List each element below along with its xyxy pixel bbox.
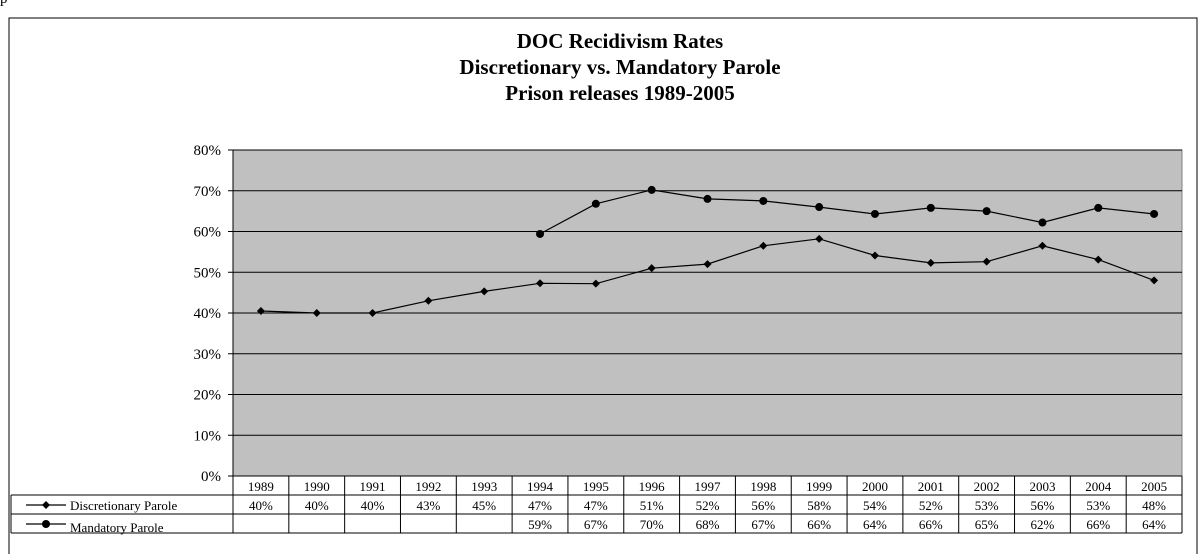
y-tick-label: 80%	[194, 143, 222, 159]
data-label: 47%	[584, 498, 608, 513]
data-point-circle	[759, 196, 768, 205]
x-tick-label: 2003	[1029, 479, 1055, 494]
data-label: 47%	[528, 498, 552, 513]
y-tick-label: 0%	[201, 469, 221, 485]
data-label: 66%	[919, 517, 943, 532]
data-label: 64%	[1142, 517, 1166, 532]
data-point-diamond	[982, 257, 991, 266]
gridlines	[233, 149, 1182, 436]
data-label: 59%	[528, 517, 552, 532]
x-tick-label: 1993	[471, 479, 497, 494]
y-tick-label: 30%	[194, 347, 222, 363]
x-tick-label: 2004	[1085, 479, 1112, 494]
x-tick-label: 1998	[750, 479, 776, 494]
data-label: 52%	[919, 498, 943, 513]
data-label: 53%	[975, 498, 999, 513]
data-point-diamond	[759, 241, 768, 250]
data-point-circle	[1094, 203, 1103, 212]
x-tick-label: 1997	[695, 479, 722, 494]
data-label: 48%	[1142, 498, 1166, 513]
y-tick-label: 10%	[194, 428, 222, 444]
legend-label: Discretionary Parole	[70, 498, 177, 513]
data-label: 66%	[1086, 517, 1110, 532]
data-label: 62%	[1031, 517, 1055, 532]
data-label: 66%	[807, 517, 831, 532]
data-point-circle	[647, 185, 656, 194]
series-line-mandatory	[539, 189, 1155, 235]
y-tick-label: 70%	[194, 184, 222, 200]
y-tick-label: 40%	[194, 306, 222, 322]
data-point-diamond	[1150, 276, 1159, 285]
x-tick-label: 1991	[360, 479, 386, 494]
top-text-fragment: p	[0, 0, 8, 7]
data-point-diamond	[368, 309, 377, 317]
data-label: 52%	[696, 498, 720, 513]
data-point-diamond	[815, 234, 824, 243]
data-point-circle	[536, 229, 545, 238]
data-point-circle	[1038, 218, 1047, 227]
data-label: 40%	[249, 498, 273, 513]
data-point-circle	[703, 194, 712, 203]
data-point-diamond	[480, 287, 489, 296]
data-label: 54%	[863, 498, 887, 513]
data-point-circle	[870, 209, 879, 218]
data-point-diamond	[591, 279, 600, 288]
x-tick-label: 2002	[974, 479, 1000, 494]
data-point-diamond	[1094, 255, 1103, 264]
x-tick-label: 2005	[1141, 479, 1167, 494]
chart-title-line: Prison releases 1989-2005	[505, 81, 734, 105]
data-label: 56%	[751, 498, 775, 513]
legend-circle-marker	[42, 520, 50, 528]
x-tick-label: 1995	[583, 479, 609, 494]
data-point-diamond	[256, 306, 265, 315]
data-point-diamond	[647, 264, 656, 273]
data-label: 53%	[1086, 498, 1110, 513]
data-label: 67%	[751, 517, 775, 532]
x-tick-label: 2000	[862, 479, 888, 494]
x-tick-label: 1996	[639, 479, 666, 494]
data-point-diamond	[1038, 241, 1047, 250]
x-tick-label: 1999	[806, 479, 832, 494]
y-tick-label: 50%	[194, 265, 222, 281]
y-tick-label: 60%	[194, 225, 222, 241]
data-label: 65%	[975, 517, 999, 532]
y-tick-label: 20%	[194, 388, 222, 404]
data-label: 51%	[640, 498, 664, 513]
data-label: 43%	[416, 498, 440, 513]
data-label: 67%	[584, 517, 608, 532]
legend-diamond-marker	[42, 501, 50, 509]
data-point-diamond	[536, 279, 545, 288]
data-label: 40%	[305, 498, 329, 513]
x-tick-label: 2001	[918, 479, 944, 494]
data-label: 56%	[1031, 498, 1055, 513]
x-tick-label: 1992	[415, 479, 441, 494]
legend-label: Mandatory Parole	[70, 520, 164, 535]
x-tick-label: 1994	[527, 479, 554, 494]
data-point-diamond	[312, 309, 321, 317]
data-point-diamond	[926, 258, 935, 267]
data-point-circle	[815, 203, 824, 212]
data-label: 68%	[696, 517, 720, 532]
x-tick-label: 1989	[248, 479, 274, 494]
chart-title-line: DOC Recidivism Rates	[517, 29, 723, 53]
data-label: 45%	[472, 498, 496, 513]
data-point-diamond	[424, 296, 433, 305]
data-table: 1989 1990 1991 1992 1993 1994 1995 1996 1997 1998…	[10, 475, 1183, 535]
y-axis: 0% 10% 20% 30% 40% 50% 60% 70% 80%	[194, 143, 234, 485]
data-label: 58%	[807, 498, 831, 513]
series-markers	[256, 185, 1159, 317]
data-point-circle	[926, 203, 935, 212]
data-point-circle	[1150, 209, 1159, 218]
data-label: 40%	[361, 498, 385, 513]
data-point-diamond	[703, 260, 712, 269]
data-label: 64%	[863, 517, 887, 532]
data-point-circle	[591, 199, 600, 208]
data-point-circle	[982, 207, 991, 216]
x-tick-label: 1990	[304, 479, 330, 494]
chart-title-line: Discretionary vs. Mandatory Parole	[459, 55, 780, 79]
data-label: 70%	[640, 517, 664, 532]
data-point-diamond	[870, 251, 879, 260]
